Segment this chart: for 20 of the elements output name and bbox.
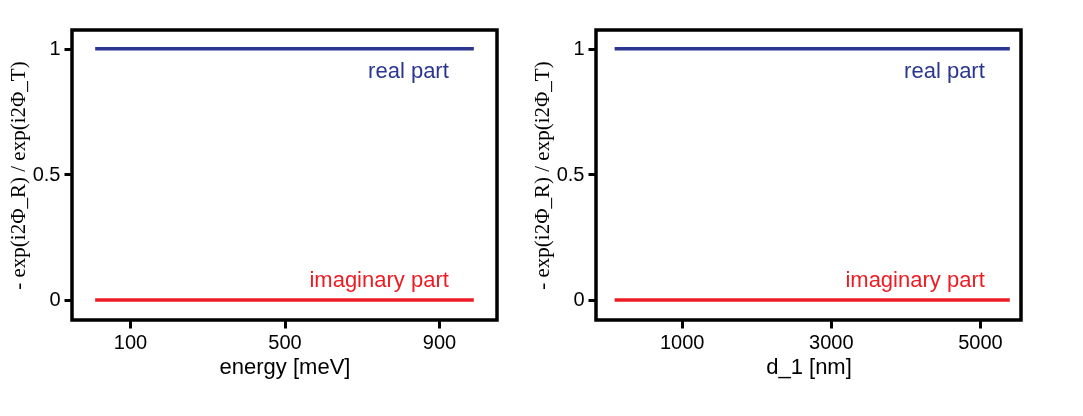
y-tick-label: 0.5: [32, 162, 61, 185]
series-label: real part: [368, 57, 449, 83]
y-tick-label: 1: [49, 37, 61, 60]
y-tick-label: 0: [49, 288, 61, 311]
y-axis-title: - exp(i2Φ_R) / exp(i2Φ_T): [5, 61, 30, 290]
x-tick-label: 500: [268, 330, 302, 353]
x-tick-label: 1000: [660, 330, 705, 353]
x-axis-title: d_1 [nm]: [766, 353, 852, 379]
y-tick-label: 0.5: [556, 162, 585, 185]
x-tick-label: 100: [113, 330, 148, 353]
x-tick-label: 900: [422, 330, 457, 353]
series-label: imaginary part: [845, 266, 985, 292]
x-axis-title: energy [meV]: [219, 353, 351, 379]
x-tick-label: 5000: [958, 330, 1003, 353]
y-axis-title: - exp(i2Φ_R) / exp(i2Φ_T): [529, 61, 554, 290]
x-tick-label: 3000: [809, 330, 854, 353]
y-tick-label: 1: [573, 37, 585, 60]
series-label: real part: [904, 57, 985, 83]
y-tick-label: 0: [573, 288, 585, 311]
series-label: imaginary part: [309, 266, 449, 292]
